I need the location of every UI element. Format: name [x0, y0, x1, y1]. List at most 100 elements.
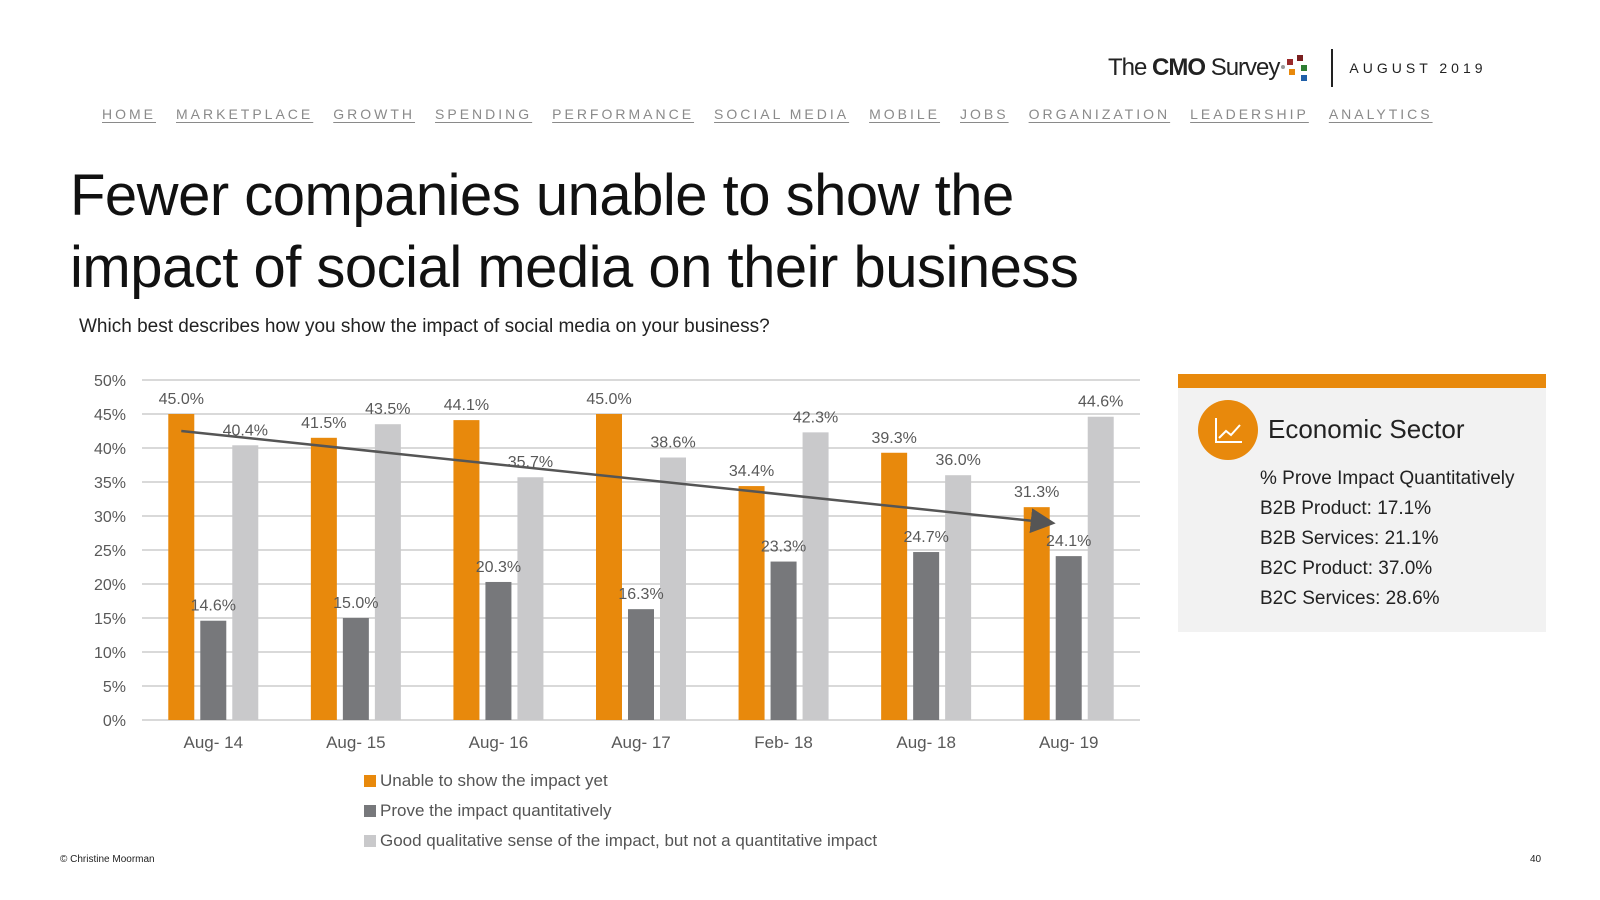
survey-question: Which best describes how you show the im…	[79, 316, 770, 337]
panel-accent-bar	[1178, 374, 1546, 388]
nav-growth[interactable]: GROWTH	[333, 106, 416, 122]
data-label: 44.1%	[444, 397, 489, 414]
panel-heading: Economic Sector	[1268, 414, 1465, 444]
panel-stat-b2c-services: B2C Services: 28.6%	[1260, 588, 1440, 609]
trend-arrow	[181, 429, 1056, 534]
y-tick-label: 20%	[94, 577, 126, 594]
data-label: 20.3%	[476, 559, 521, 576]
data-label: 44.6%	[1078, 394, 1123, 411]
logo-dots-icon	[1281, 53, 1321, 83]
bar	[485, 581, 512, 720]
panel-stat-label: % Prove Impact Quantitatively	[1260, 468, 1515, 489]
data-label: 34.4%	[729, 463, 774, 480]
bar	[232, 445, 259, 720]
bar	[310, 437, 337, 720]
bar	[1087, 416, 1114, 720]
y-tick-label: 50%	[94, 373, 126, 390]
bar	[1055, 556, 1082, 720]
bar	[945, 475, 972, 720]
panel-stats: % Prove Impact Quantitatively B2B Produc…	[1260, 464, 1515, 614]
bar	[596, 414, 622, 720]
data-label: 40.4%	[223, 422, 268, 439]
data-label: 45.0%	[159, 391, 204, 408]
legend-item-qualitative: Good qualitative sense of the impact, bu…	[364, 826, 877, 856]
nav-social-media[interactable]: SOCIAL MEDIA	[714, 106, 850, 122]
cmo-survey-logo: The CMO Survey AUGUST 2019	[1108, 46, 1487, 90]
y-tick-label: 40%	[94, 441, 126, 458]
page-number: 40	[1530, 854, 1542, 865]
logo-wordmark: The CMO Survey	[1108, 54, 1280, 81]
bar	[738, 486, 765, 720]
legend-swatch-unable	[364, 775, 376, 787]
y-tick-label: 30%	[94, 509, 126, 526]
nav-leadership[interactable]: LEADERSHIP	[1190, 106, 1309, 122]
x-tick-label: Aug- 15	[326, 733, 386, 752]
x-tick-label: Feb- 18	[754, 733, 813, 752]
chart-legend: Unable to show the impact yet Prove the …	[364, 766, 877, 856]
legend-swatch-qualitative	[364, 835, 376, 847]
y-tick-label: 25%	[94, 543, 126, 560]
bar	[168, 414, 195, 720]
x-tick-label: Aug- 17	[611, 733, 671, 752]
data-label: 24.1%	[1046, 533, 1091, 550]
x-tick-label: Aug- 18	[896, 733, 956, 752]
legend-swatch-prove	[364, 805, 376, 817]
legend-label-qualitative: Good qualitative sense of the impact, bu…	[380, 831, 878, 850]
bar	[802, 432, 829, 720]
y-tick-label: 5%	[103, 679, 126, 696]
data-label: 43.5%	[365, 401, 410, 418]
x-tick-label: Aug- 19	[1039, 733, 1099, 752]
x-tick-label: Aug- 16	[469, 733, 529, 752]
bar	[1023, 507, 1050, 720]
nav-jobs[interactable]: JOBS	[960, 106, 1009, 122]
data-label: 39.3%	[871, 430, 916, 447]
y-tick-label: 10%	[94, 645, 126, 662]
logo-divider	[1331, 49, 1334, 87]
data-label: 45.0%	[586, 391, 631, 408]
data-label: 31.3%	[1014, 484, 1059, 501]
legend-item-unable: Unable to show the impact yet	[364, 766, 877, 796]
y-tick-label: 35%	[94, 475, 126, 492]
survey-date: AUGUST 2019	[1349, 60, 1487, 76]
legend-label-unable: Unable to show the impact yet	[380, 771, 608, 790]
data-label: 15.0%	[333, 595, 378, 612]
economic-sector-panel: Economic Sector % Prove Impact Quantitat…	[1178, 374, 1546, 632]
data-label: 42.3%	[793, 409, 838, 426]
panel-stat-b2b-product: B2B Product: 17.1%	[1260, 498, 1432, 519]
bar	[342, 618, 369, 720]
bar	[200, 620, 227, 720]
y-tick-label: 0%	[103, 713, 126, 730]
copyright: © Christine Moorman	[60, 854, 155, 865]
data-label: 16.3%	[618, 586, 663, 603]
nav-performance[interactable]: PERFORMANCE	[552, 106, 695, 122]
top-navigation: HOME MARKETPLACE GROWTH SPENDING PERFORM…	[102, 106, 1453, 122]
x-tick-label: Aug- 14	[184, 733, 244, 752]
legend-label-prove: Prove the impact quantitatively	[380, 801, 612, 820]
nav-spending[interactable]: SPENDING	[435, 106, 533, 122]
nav-analytics[interactable]: ANALYTICS	[1328, 106, 1433, 122]
nav-marketplace[interactable]: MARKETPLACE	[176, 106, 314, 122]
bar	[374, 424, 401, 720]
data-label: 41.5%	[301, 415, 346, 432]
line-chart-icon	[1198, 400, 1258, 460]
nav-home[interactable]: HOME	[102, 106, 156, 122]
y-tick-label: 15%	[94, 611, 126, 628]
data-label: 14.6%	[191, 598, 236, 615]
nav-organization[interactable]: ORGANIZATION	[1028, 106, 1171, 122]
data-label: 24.7%	[903, 529, 948, 546]
bar	[770, 561, 797, 720]
panel-stat-b2b-services: B2B Services: 21.1%	[1260, 528, 1439, 549]
data-label: 38.6%	[650, 435, 695, 452]
slide-title: Fewer companies unable to show the impac…	[70, 163, 1079, 300]
y-tick-label: 45%	[94, 407, 126, 424]
bar	[660, 457, 686, 720]
bar	[453, 420, 480, 720]
bar	[628, 609, 654, 720]
data-label: 36.0%	[935, 452, 980, 469]
panel-stat-b2c-product: B2C Product: 37.0%	[1260, 558, 1433, 579]
nav-mobile[interactable]: MOBILE	[869, 106, 941, 122]
bar	[881, 452, 908, 720]
bar	[517, 477, 544, 720]
data-label: 35.7%	[508, 454, 553, 471]
